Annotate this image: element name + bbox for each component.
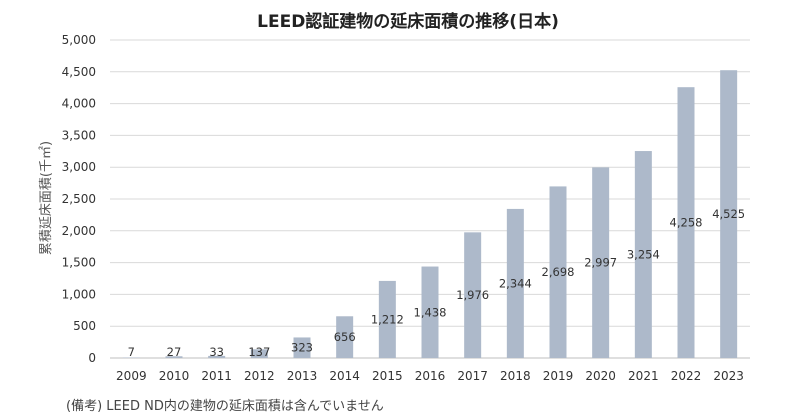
y-tick-label: 3,000 xyxy=(62,160,96,174)
x-tick-label: 2017 xyxy=(457,369,488,383)
x-tick-label: 2023 xyxy=(713,369,744,383)
x-tick-label: 2016 xyxy=(415,369,446,383)
data-label: 33 xyxy=(209,345,224,359)
x-tick-label: 2018 xyxy=(500,369,531,383)
x-tick-label: 2009 xyxy=(116,369,147,383)
x-tick-label: 2020 xyxy=(585,369,616,383)
data-label: 4,258 xyxy=(670,216,703,230)
bar xyxy=(549,186,567,358)
bar xyxy=(378,280,396,358)
y-tick-label: 4,000 xyxy=(62,97,96,111)
bar xyxy=(634,151,652,358)
y-tick-label: 5,000 xyxy=(62,33,96,47)
bar xyxy=(720,70,738,359)
x-tick-label: 2012 xyxy=(244,369,275,383)
data-label: 137 xyxy=(248,345,270,359)
y-tick-label: 3,500 xyxy=(62,128,96,142)
y-tick-label: 2,500 xyxy=(62,192,96,206)
data-label: 1,976 xyxy=(456,288,489,302)
y-tick-label: 0 xyxy=(88,351,96,365)
x-tick-label: 2010 xyxy=(159,369,190,383)
footnote: (備考) LEED ND内の建物の延床面積は含んでいません xyxy=(66,398,384,414)
data-labels: 7 27 33 137 323 656 1,212 1,438 1,976 2,344 2,698 2… xyxy=(128,207,745,359)
data-label: 656 xyxy=(334,330,356,344)
data-label: 3,254 xyxy=(627,248,660,262)
x-tick-label: 2011 xyxy=(201,369,232,383)
bar xyxy=(592,167,610,358)
data-label: 2,344 xyxy=(499,276,532,290)
data-label: 1,438 xyxy=(414,305,447,319)
x-tick-label: 2021 xyxy=(628,369,659,383)
bar xyxy=(506,208,524,358)
data-label: 323 xyxy=(291,341,313,355)
y-tick-label: 1,500 xyxy=(62,256,96,270)
x-tick-label: 2015 xyxy=(372,369,403,383)
data-label: 4,525 xyxy=(712,207,745,221)
y-tick-label: 500 xyxy=(73,319,96,333)
chart-title: LEED認証建物の延床面積の推移(日本) xyxy=(257,11,559,32)
x-tick-label: 2019 xyxy=(543,369,574,383)
gridlines xyxy=(110,39,750,359)
y-tick-label: 2,000 xyxy=(62,224,96,238)
bar xyxy=(165,356,183,358)
y-axis-ticks: 0 500 1,000 1,500 2,000 2,500 3,000 3,500 4,000 4… xyxy=(62,33,96,365)
y-tick-label: 1,000 xyxy=(62,287,96,301)
data-label: 2,698 xyxy=(542,265,575,279)
x-tick-label: 2022 xyxy=(671,369,702,383)
bars xyxy=(122,70,738,359)
bar xyxy=(677,87,695,359)
bar xyxy=(250,349,268,358)
x-tick-label: 2014 xyxy=(329,369,360,383)
bar xyxy=(464,232,482,358)
y-axis-label: 累積延床面積(千㎡) xyxy=(39,141,54,255)
bar xyxy=(336,316,354,358)
bar xyxy=(293,337,311,358)
data-label: 1,212 xyxy=(371,312,404,326)
data-label: 7 xyxy=(128,345,135,359)
bar xyxy=(421,266,439,358)
x-axis-ticks: 2009 2010 2011 2012 2013 2014 2015 2016 2017 2018… xyxy=(116,369,744,383)
x-tick-label: 2013 xyxy=(287,369,318,383)
data-label: 2,997 xyxy=(584,256,617,270)
y-tick-label: 4,500 xyxy=(62,65,96,79)
data-label: 27 xyxy=(167,345,182,359)
bar xyxy=(208,355,226,358)
